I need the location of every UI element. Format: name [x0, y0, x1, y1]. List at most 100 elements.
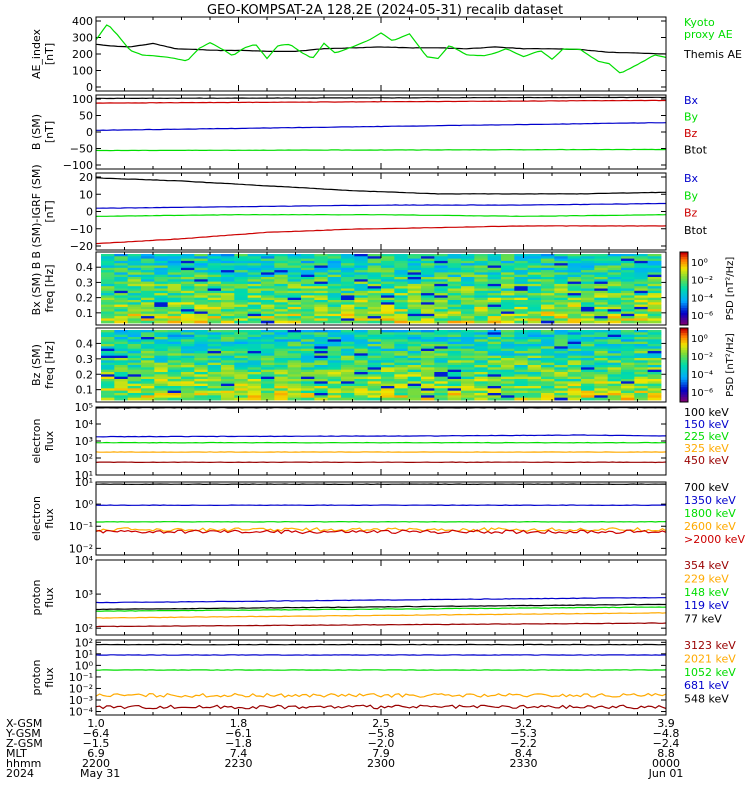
- spectrogram-cell: [154, 365, 168, 368]
- spectrogram-cell: [554, 342, 568, 345]
- colorbar-tick-label: 10⁰: [691, 334, 708, 345]
- spectrogram-cell: [354, 256, 368, 259]
- spectrogram-cell: [448, 388, 462, 391]
- spectrogram-cell: [541, 266, 555, 269]
- y-tick-label: 400: [72, 15, 93, 28]
- spectrogram-cell: [421, 272, 435, 275]
- spectrogram-cell: [261, 272, 275, 275]
- spectrogram-cell: [248, 291, 262, 294]
- spectrogram-cell: [394, 372, 408, 375]
- spectrogram-cell: [354, 293, 368, 296]
- spectrogram-cell: [648, 356, 662, 359]
- spectrogram-cell: [568, 291, 582, 294]
- spectrogram-cell: [501, 339, 515, 342]
- spectrogram-cell: [421, 381, 435, 384]
- spectrogram-cell: [634, 256, 648, 259]
- spectrogram-cell: [488, 261, 502, 264]
- spectrogram-cell: [434, 337, 448, 340]
- spectrogram-cell: [168, 314, 182, 317]
- spectrogram-cell: [501, 256, 515, 259]
- spectrogram-cell: [168, 332, 182, 335]
- spectrogram-cell: [208, 349, 222, 352]
- spectrogram-cell: [581, 363, 595, 366]
- spectrogram-cell: [368, 372, 382, 375]
- spectrogram-cell: [274, 395, 288, 398]
- spectrogram-cell: [221, 398, 235, 401]
- y-axis-label: flux: [43, 508, 56, 529]
- spectrogram-cell: [648, 372, 662, 375]
- spectrogram-cell: [381, 312, 395, 315]
- spectrogram-cell: [501, 384, 515, 387]
- spectrogram-cell: [274, 372, 288, 375]
- spectrogram-cell: [354, 314, 368, 317]
- spectrogram-cell: [488, 263, 502, 266]
- spectrogram-cell: [288, 337, 302, 340]
- spectrogram-cell: [421, 291, 435, 294]
- spectrogram-cell: [194, 259, 208, 262]
- spectrogram-cell: [101, 266, 115, 269]
- spectrogram-cell: [181, 272, 195, 275]
- spectrogram-cell: [568, 337, 582, 340]
- spectrogram-cell: [261, 256, 275, 259]
- spectrogram-cell: [368, 349, 382, 352]
- spectrogram-cell: [181, 259, 195, 262]
- spectrogram-cell: [221, 284, 235, 287]
- spectrogram-cell: [328, 277, 342, 280]
- spectrogram-cell: [274, 272, 288, 275]
- spectrogram-cell: [394, 337, 408, 340]
- spectrogram-cell: [488, 268, 502, 271]
- spectrogram-cell: [621, 261, 635, 264]
- spectrogram-cell: [288, 344, 302, 347]
- y-tick-label: 10²: [75, 622, 93, 635]
- spectrogram-cell: [501, 358, 515, 361]
- spectrogram-cell: [314, 363, 328, 366]
- spectrogram-cell: [528, 360, 542, 363]
- spectrogram-cell: [621, 302, 635, 305]
- spectrogram-cell: [474, 266, 488, 269]
- spectrogram-cell: [648, 386, 662, 389]
- spectrogram-cell: [101, 277, 115, 280]
- spectrogram-cell: [434, 363, 448, 366]
- spectrogram-cell: [381, 284, 395, 287]
- spectrogram-cell: [194, 284, 208, 287]
- spectrogram-cell: [221, 289, 235, 292]
- spectrogram-cell: [101, 270, 115, 273]
- spectrogram-cell: [461, 302, 475, 305]
- spectrogram-cell: [634, 291, 648, 294]
- spectrogram-cell: [141, 395, 155, 398]
- spectrogram-cell: [581, 254, 595, 257]
- spectrogram-cell: [434, 314, 448, 317]
- spectrogram-cell: [474, 337, 488, 340]
- spectrogram-cell: [568, 384, 582, 387]
- spectrogram-cell: [234, 379, 248, 382]
- spectrogram-cell: [114, 284, 128, 287]
- spectrogram-cell: [141, 272, 155, 275]
- spectrogram-cell: [648, 259, 662, 262]
- spectrogram-cell: [408, 393, 422, 396]
- spectrogram-cell: [461, 339, 475, 342]
- spectrogram-cell: [274, 346, 288, 349]
- spectrogram-cell: [461, 337, 475, 340]
- spectrogram-cell: [328, 395, 342, 398]
- spectrogram-cell: [128, 386, 142, 389]
- spectrogram-cell: [181, 302, 195, 305]
- spectrogram-cell: [381, 367, 395, 370]
- spectrogram-cell: [528, 295, 542, 298]
- spectrogram-cell: [128, 268, 142, 271]
- spectrogram-cell: [301, 305, 315, 308]
- spectrogram-cell: [274, 365, 288, 368]
- spectrogram-cell: [461, 309, 475, 312]
- spectrogram-cell: [448, 351, 462, 354]
- spectrogram-cell: [261, 332, 275, 335]
- spectrogram-cell: [408, 268, 422, 271]
- spectrogram-cell: [394, 295, 408, 298]
- spectrogram-cell: [621, 365, 635, 368]
- spectrogram-cell: [501, 293, 515, 296]
- spectrogram-cell: [501, 393, 515, 396]
- spectrogram-cell: [648, 256, 662, 259]
- spectrogram-cell: [394, 351, 408, 354]
- spectrogram-cell: [594, 363, 608, 366]
- spectrogram-cell: [221, 356, 235, 359]
- spectrogram-cell: [114, 302, 128, 305]
- spectrogram-cell: [168, 300, 182, 303]
